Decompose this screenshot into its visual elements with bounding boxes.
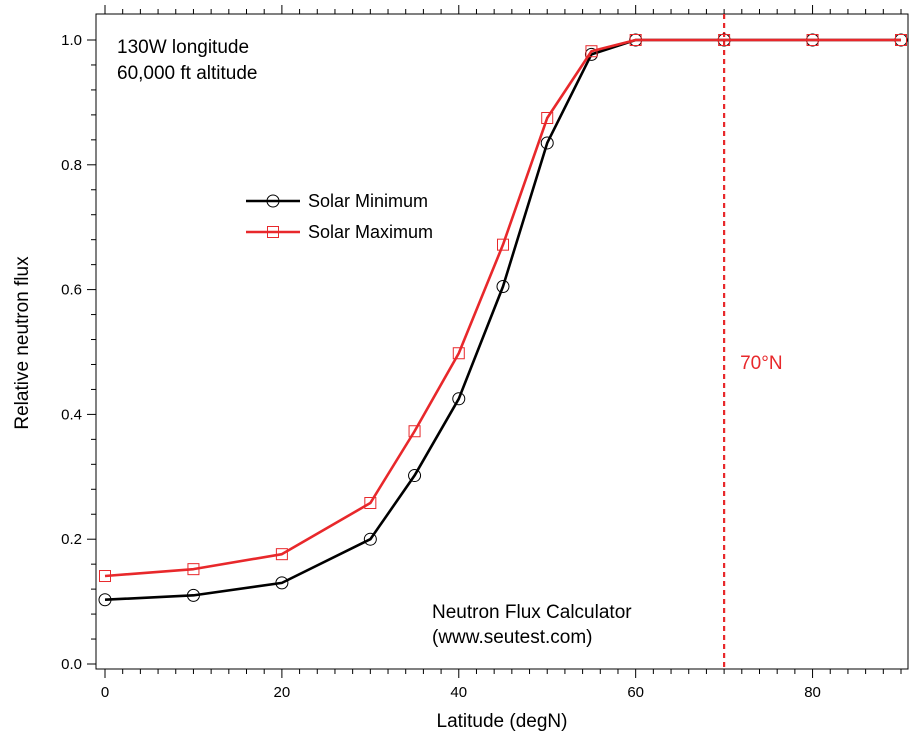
reference-line-label: 70°N (740, 353, 782, 374)
data-point-solar-maximum (452, 347, 465, 360)
y-tick-label: 0.0 (61, 656, 82, 673)
location-annotation: 130W longitude (117, 37, 249, 58)
y-tick-label: 1.0 (61, 32, 82, 49)
legend-marker-solar-maximum (267, 226, 279, 238)
x-tick-label: 20 (274, 684, 291, 701)
series-line-solar-maximum (104, 38, 901, 578)
x-tick-label: 60 (627, 684, 644, 701)
data-point-solar-maximum (99, 570, 111, 583)
legend-item-solar-minimum: Solar Minimum (246, 191, 428, 211)
y-tick-label: 0.8 (61, 157, 82, 174)
legend-item-solar-maximum: Solar Maximum (246, 222, 433, 242)
data-point-solar-minimum (452, 392, 466, 406)
y-tick-label: 0.2 (61, 531, 82, 548)
series-line-solar-minimum (104, 38, 901, 602)
data-point-solar-maximum (408, 425, 421, 438)
data-point-solar-minimum (363, 532, 377, 546)
altitude-annotation: 60,000 ft altitude (117, 63, 258, 84)
legend-label-solar-maximum: Solar Maximum (308, 222, 433, 242)
data-point-solar-minimum (496, 279, 510, 293)
y-axis-label: Relative neutron flux (12, 256, 33, 430)
data-point-solar-maximum (585, 45, 598, 58)
data-point-solar-maximum (718, 34, 731, 46)
website-annotation: (www.seutest.com) (432, 627, 592, 648)
plot-border (95, 13, 909, 670)
ticks-group: 0 20 40 60 80 0.0 0.2 0.4 0.6 0.8 1.0 (61, 5, 902, 701)
x-axis-label: Latitude (degN) (437, 711, 568, 732)
data-point-solar-minimum (408, 469, 422, 483)
data-point-solar-maximum (806, 34, 819, 46)
legend: Solar Minimum Solar Maximum (246, 191, 433, 242)
data-point-solar-maximum (895, 34, 907, 46)
x-tick-label: 40 (450, 684, 467, 701)
plot-frame (95, 13, 909, 670)
data-point-solar-minimum (275, 576, 289, 590)
data-point-solar-maximum (187, 563, 200, 576)
data-point-solar-maximum (541, 112, 554, 124)
series-group (98, 33, 908, 607)
calculator-annotation: Neutron Flux Calculator (432, 602, 632, 623)
data-point-solar-maximum (364, 497, 377, 510)
x-tick-label: 0 (101, 684, 109, 701)
data-point-solar-maximum (497, 238, 509, 251)
x-tick-label: 80 (804, 684, 821, 701)
data-point-solar-maximum (629, 34, 642, 46)
data-point-solar-minimum (98, 593, 112, 607)
data-point-solar-minimum (540, 136, 554, 150)
data-point-solar-maximum (275, 548, 288, 561)
legend-marker-solar-minimum (266, 194, 280, 208)
data-point-solar-minimum (186, 588, 200, 602)
y-tick-label: 0.6 (61, 282, 82, 299)
y-tick-label: 0.4 (61, 406, 82, 423)
legend-label-solar-minimum: Solar Minimum (308, 191, 428, 211)
